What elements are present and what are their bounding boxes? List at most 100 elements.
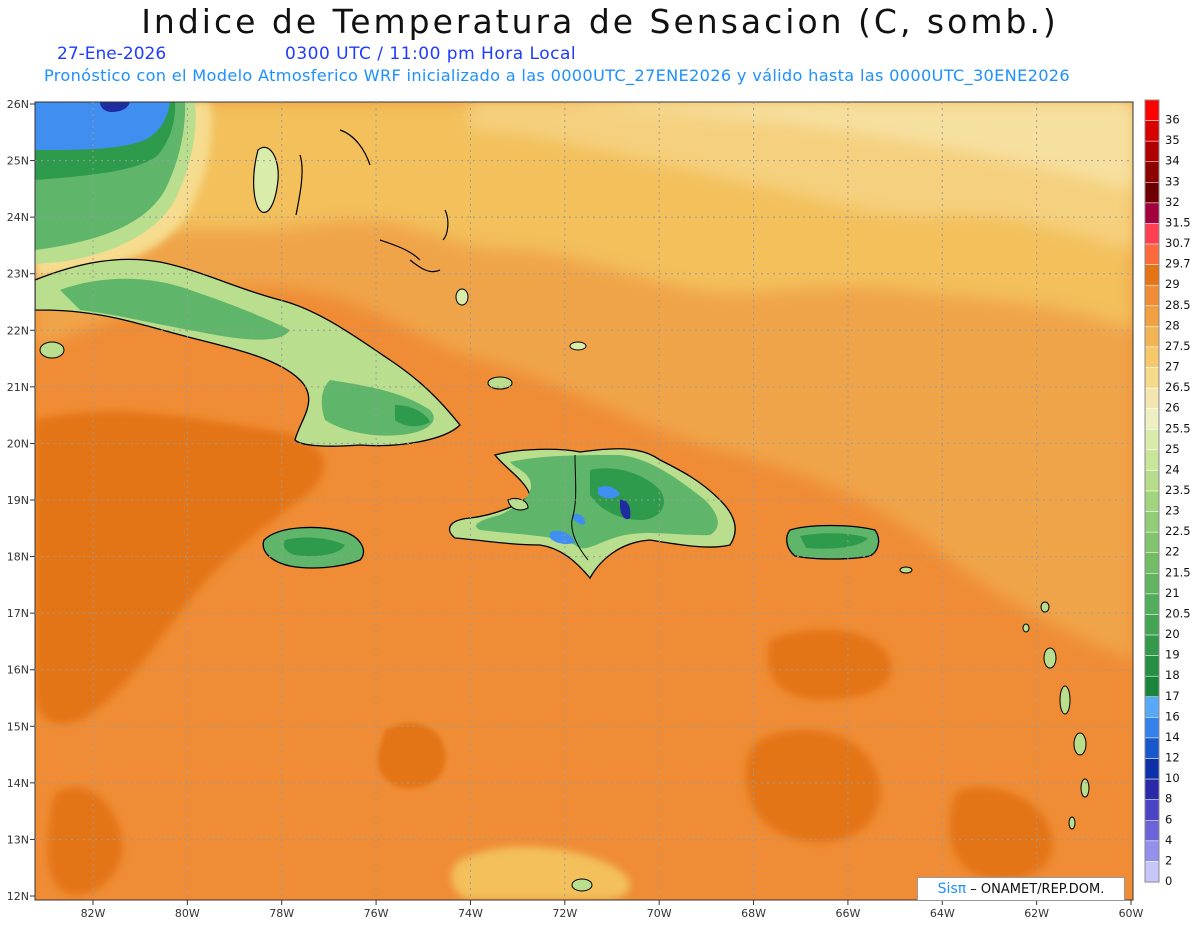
legend-label: 22 (1165, 545, 1180, 559)
legend-swatch (1144, 717, 1160, 739)
date-label: 27-Ene-2026 (57, 44, 167, 64)
legend-swatch (1144, 202, 1160, 224)
andros-island (253, 146, 279, 213)
curacao-island (571, 878, 593, 892)
cordillera-cold-1 (598, 486, 620, 499)
legend-label: 32 (1165, 195, 1180, 209)
legend-swatch (1144, 799, 1160, 821)
legend-swatch (1144, 470, 1160, 492)
legend-swatch (1144, 182, 1160, 204)
legend-label: 34 (1165, 154, 1180, 168)
central-cold (572, 514, 586, 525)
lon-tick-label: 78W (269, 907, 294, 920)
legend-label: 22.5 (1165, 524, 1191, 538)
legend-label: 25.5 (1165, 421, 1191, 435)
legend-label: 17 (1165, 689, 1180, 703)
cuba-east-dark (395, 405, 430, 427)
legend-label: 18 (1165, 668, 1180, 682)
hot-patch-sw (47, 787, 123, 896)
legend-swatch (1144, 696, 1160, 718)
legend-label: 8 (1165, 792, 1172, 806)
legend-label: 6 (1165, 812, 1172, 826)
legend-swatch (1144, 429, 1160, 451)
legend-swatch (1144, 367, 1160, 389)
hot-patch-center (377, 722, 446, 789)
lon-tick-label: 60W (1119, 907, 1144, 920)
sea-coldest-zone (560, 102, 1133, 190)
legend-label: 29 (1165, 277, 1180, 291)
dominica-island (1059, 685, 1071, 715)
legend-label: 29.7 (1165, 257, 1191, 271)
jamaica-interior (283, 537, 345, 557)
cordillera-dark (590, 468, 664, 520)
lon-tick-label: 62W (1024, 907, 1049, 920)
legend-swatch (1144, 223, 1160, 245)
legend-label: 27 (1165, 360, 1180, 374)
lon-tick-label: 80W (175, 907, 200, 920)
color-legend: 363534333231.530.729.72928.52827.52726.5… (1144, 99, 1191, 888)
lat-tick-label: 21N (7, 381, 29, 394)
antigua-island (1040, 601, 1050, 613)
legend-label: 31.5 (1165, 215, 1191, 229)
legend-label: 28.5 (1165, 298, 1191, 312)
legend-swatch (1144, 305, 1160, 327)
legend-label: 21.5 (1165, 565, 1191, 579)
legend-swatch (1144, 284, 1160, 307)
legend-swatch (1144, 346, 1160, 368)
legend-swatch (1144, 573, 1160, 595)
legend-label: 26 (1165, 401, 1180, 415)
legend-swatch (1144, 140, 1160, 162)
legend-swatch (1144, 531, 1160, 553)
legend-frame (1144, 99, 1160, 883)
hot-patch-east (767, 629, 892, 700)
legend-swatch (1144, 675, 1160, 698)
cordillera-cold-2 (620, 499, 631, 520)
legend-label: 36 (1165, 113, 1180, 127)
legend-label: 14 (1165, 730, 1180, 744)
lat-tick-label: 22N (7, 324, 29, 337)
gonave-island (507, 497, 529, 511)
legend-label: 30.7 (1165, 236, 1191, 250)
legend-swatch (1144, 758, 1160, 780)
lon-tick-label: 74W (458, 907, 483, 920)
legend-label: 4 (1165, 833, 1172, 847)
legend-swatch (1144, 243, 1160, 265)
legend-swatch (1144, 861, 1160, 883)
legend-swatch (1144, 655, 1160, 677)
hot-patch-west (35, 411, 324, 724)
legend-label: 20.5 (1165, 606, 1191, 620)
legend-label: 19 (1165, 648, 1180, 662)
legend-swatch (1144, 614, 1160, 636)
legend-swatch (1144, 449, 1160, 471)
legend-label: 25 (1165, 442, 1180, 456)
legend-swatch (1144, 840, 1160, 862)
cuba-west-green (60, 278, 290, 340)
hot-patch-south (745, 729, 880, 843)
legend-swatch (1144, 161, 1160, 183)
lat-tick-label: 15N (7, 720, 29, 733)
lon-tick-label: 70W (647, 907, 672, 920)
legend-label: 24 (1165, 462, 1180, 476)
legend-label: 0 (1165, 874, 1172, 888)
haiti-dr-border (571, 454, 589, 561)
lon-tick-label: 66W (835, 907, 860, 920)
bahamas-outlines (295, 129, 449, 273)
lat-tick-label: 23N (7, 268, 29, 281)
legend-label: 21 (1165, 586, 1180, 600)
legend-label: 27.5 (1165, 339, 1191, 353)
martinique-island (1073, 732, 1087, 756)
lat-tick-label: 19N (7, 494, 29, 507)
map-title: Indice de Temperatura de Sensacion (C, s… (141, 2, 1059, 41)
credit-box: Sisπ – ONAMET/REP.DOM. (917, 877, 1125, 901)
lat-tick-label: 13N (7, 833, 29, 846)
time-label: 0300 UTC / 11:00 pm Hora Local (285, 44, 577, 64)
legend-swatch (1144, 326, 1160, 348)
lat-tick-label: 20N (7, 437, 29, 450)
legend-label: 23 (1165, 504, 1180, 518)
axis-ticks: 82W 80W 78W 76W 74W 72W 70W 68W 66W 64W 62W 60W 26N 2… (7, 98, 1144, 920)
legend-label: 33 (1165, 174, 1180, 188)
lon-tick-label: 82W (81, 907, 106, 920)
legend-label: 23.5 (1165, 483, 1191, 497)
virgin-islands (899, 566, 913, 574)
